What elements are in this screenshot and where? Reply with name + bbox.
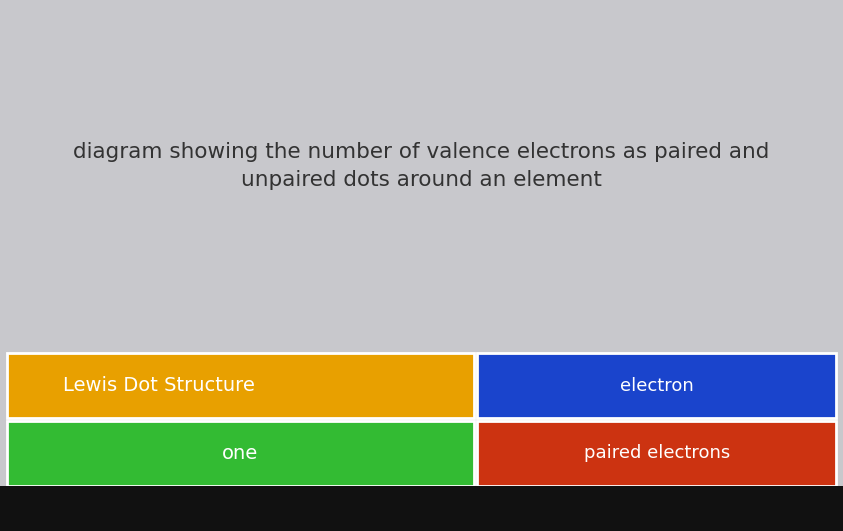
Text: one: one bbox=[222, 444, 258, 463]
Bar bbox=[477, 353, 836, 418]
Text: paired electrons: paired electrons bbox=[583, 444, 730, 462]
Bar bbox=[477, 421, 836, 486]
Bar bbox=[7, 353, 474, 418]
Text: Lewis Dot Structure: Lewis Dot Structure bbox=[62, 376, 255, 395]
Text: diagram showing the number of valence electrons as paired and
unpaired dots arou: diagram showing the number of valence el… bbox=[73, 142, 770, 190]
Bar bbox=[7, 421, 474, 486]
Text: electron: electron bbox=[620, 377, 694, 395]
Bar bbox=[0, 486, 843, 531]
